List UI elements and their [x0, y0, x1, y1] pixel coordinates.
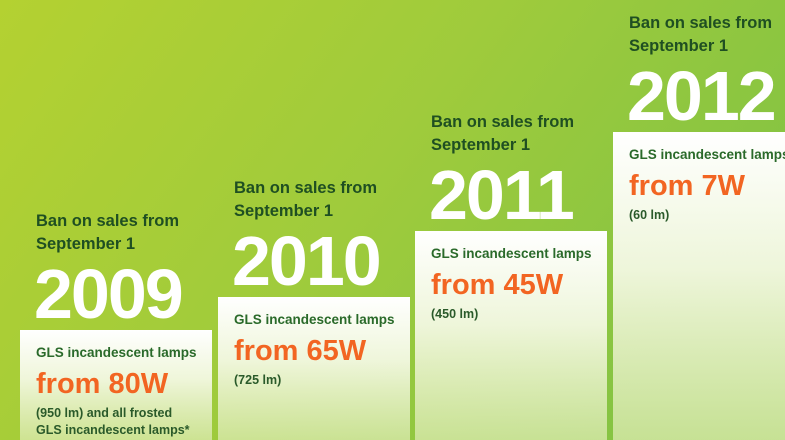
lamp-type: GLS incandescent lamps [431, 246, 592, 261]
lamp-note: GLS incandescent lamps* [36, 423, 190, 437]
wattage-limit: from 65W [234, 335, 367, 367]
wattage-limit: from 7W [629, 170, 746, 202]
lamp-note: (725 lm) [234, 373, 281, 387]
step-year: 2009 [34, 255, 182, 333]
lamp-type: GLS incandescent lamps [36, 345, 197, 360]
lamp-note: (60 lm) [629, 208, 669, 222]
step-heading: Ban on sales from [234, 179, 377, 197]
wattage-limit: from 45W [431, 269, 564, 301]
wattage-limit: from 80W [36, 368, 169, 400]
step-heading: September 1 [234, 202, 333, 220]
lamp-type: GLS incandescent lamps [234, 312, 395, 327]
step-heading: Ban on sales from [36, 212, 179, 230]
lamp-note: (950 lm) and all frosted [36, 406, 172, 420]
step-heading: September 1 [629, 37, 728, 55]
step-panel [218, 297, 410, 440]
step-heading: Ban on sales from [431, 113, 574, 131]
step-heading: September 1 [36, 235, 135, 253]
step-year: 2010 [232, 222, 380, 300]
step-panel [20, 330, 212, 440]
step-panel [613, 132, 785, 440]
step-year: 2011 [429, 156, 573, 234]
step-panel [415, 231, 607, 440]
step-heading: September 1 [431, 136, 530, 154]
lamp-note: (450 lm) [431, 307, 478, 321]
lamp-type: GLS incandescent lamps [629, 147, 785, 162]
step-heading: Ban on sales from [629, 14, 772, 32]
step-year: 2012 [627, 57, 775, 135]
